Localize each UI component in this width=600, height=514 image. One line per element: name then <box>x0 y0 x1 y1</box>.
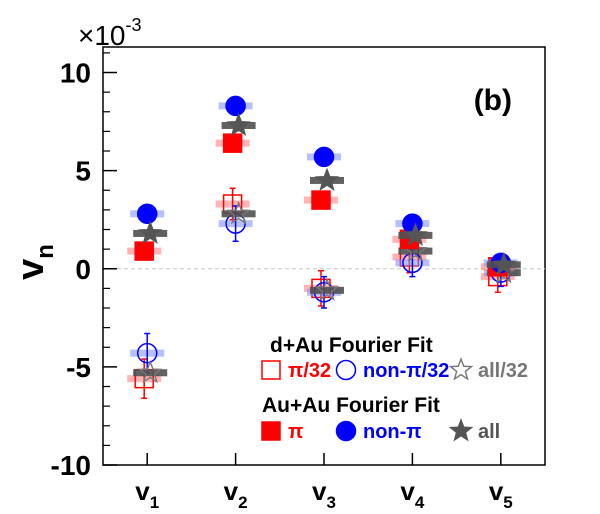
x-tick-label: v5 <box>489 476 513 512</box>
legend-label: π/32 <box>288 360 331 382</box>
sys-band <box>133 369 168 377</box>
x-tick-label: v1 <box>135 476 159 512</box>
data-point-star <box>137 220 163 244</box>
legend: d+Au Fourier Fit Au+Au Fourier Fit π/32 non… <box>261 334 528 443</box>
sys-band <box>221 210 256 218</box>
panel-label: (b) <box>474 84 512 117</box>
legend-label: all/32 <box>478 360 528 382</box>
data-marks <box>127 95 521 400</box>
data-point-star <box>314 277 340 301</box>
x-tick-label-sub: 2 <box>238 493 247 512</box>
data-point-square <box>311 190 331 210</box>
legend-marker-circle <box>335 359 357 381</box>
legend-title-dau: d+Au Fourier Fit <box>270 334 433 357</box>
data-point-circle <box>136 203 158 225</box>
x-tick-label-sub: 1 <box>150 493 159 512</box>
legend-label: π <box>288 421 303 443</box>
data-point-star <box>226 112 251 137</box>
data-point-star <box>314 167 340 191</box>
y-tick-label: -5 <box>66 352 91 383</box>
data-point-square <box>134 241 154 261</box>
x-tick-label-sub: 3 <box>327 493 336 512</box>
x-tick-label-sub: 4 <box>415 493 425 512</box>
x-tick-label: v4 <box>400 476 424 512</box>
legend-title-auau: Au+Au Fourier Fit <box>262 394 440 417</box>
y-scale-label: ×10-3 <box>78 15 142 51</box>
legend-label: non-π <box>363 421 422 443</box>
legend-marker-star <box>448 357 474 381</box>
data-point-square <box>222 133 243 153</box>
sys-band <box>398 247 433 255</box>
y-axis-title: vn <box>10 244 59 280</box>
data-point-star <box>491 251 517 276</box>
x-tick-label: v3 <box>312 476 336 512</box>
data-point-circle <box>402 213 423 234</box>
x-tick-label-sub: 5 <box>503 493 512 512</box>
data-point-star <box>226 200 251 225</box>
data-point-star <box>403 222 428 246</box>
sys-band <box>310 286 344 294</box>
y-tick-label: 10 <box>60 58 91 89</box>
legend-label: all <box>478 421 500 443</box>
y-tick-label: -10 <box>51 450 91 481</box>
legend-marker-square <box>261 360 281 380</box>
legend-marker-star <box>448 418 474 442</box>
y-scale-exponent: -3 <box>126 15 142 35</box>
legend-marker-circle <box>335 420 357 442</box>
data-point-circle <box>136 342 158 364</box>
y-axis-title-sub: n <box>32 244 59 259</box>
y-tick-label: 0 <box>75 254 91 285</box>
x-tick-label: v2 <box>224 476 248 512</box>
y-tick-label: 5 <box>75 156 91 187</box>
legend-label: non-π/32 <box>363 360 449 382</box>
data-point-circle <box>225 95 246 117</box>
data-point-circle <box>313 146 335 168</box>
data-point-star <box>137 359 163 384</box>
legend-marker-square <box>261 421 281 441</box>
